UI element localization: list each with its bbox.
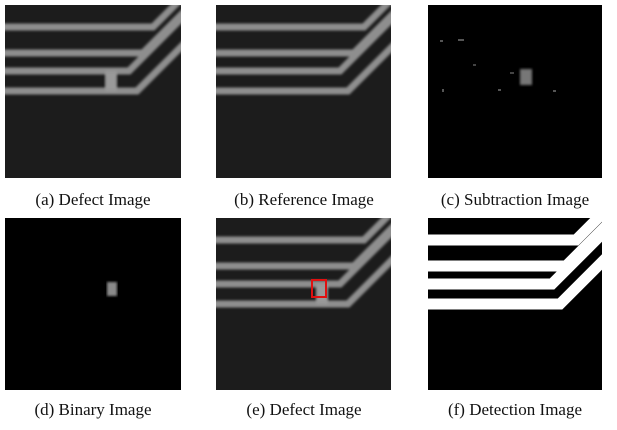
caption: (d) Binary Image (0, 400, 198, 420)
reference-image (216, 5, 391, 178)
figure: (a) Defect Image (b) Reference Image (c)… (0, 0, 617, 430)
caption: (c) Subtraction Image (410, 190, 617, 210)
caption: (b) Reference Image (199, 190, 409, 210)
caption: (e) Defect Image (199, 400, 409, 420)
caption: (f) Detection Image (410, 400, 617, 420)
binary-image (5, 218, 181, 390)
defect-image (5, 5, 181, 178)
subtraction-image (428, 5, 602, 178)
defect-image-detected (216, 218, 391, 390)
detection-image (428, 218, 602, 390)
caption: (a) Defect Image (0, 190, 198, 210)
